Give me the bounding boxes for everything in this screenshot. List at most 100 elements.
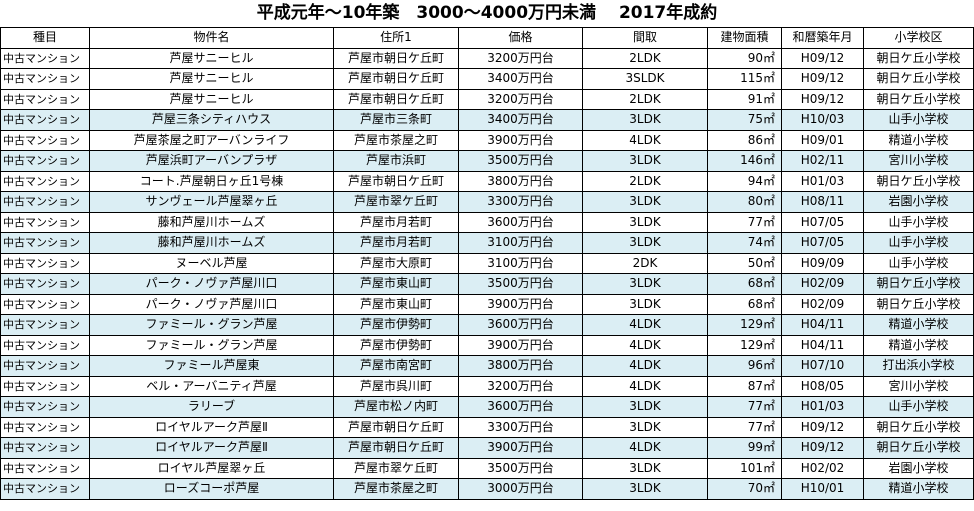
cell-type: 中古マンション	[0, 457, 90, 479]
cell-built: H01/03	[781, 170, 864, 192]
cell-name: 藤和芦屋川ホームズ	[89, 211, 334, 233]
cell-address: 芦屋市翠ケ丘町	[333, 457, 459, 479]
cell-address: 芦屋市朝日ケ丘町	[333, 68, 459, 90]
cell-name: ローズコーポ芦屋	[89, 478, 334, 500]
cell-layout: 2LDK	[582, 47, 708, 69]
cell-type: 中古マンション	[0, 129, 90, 151]
cell-area: 101㎡	[707, 457, 782, 479]
cell-layout: 4LDK	[582, 375, 708, 397]
cell-price: 3500万円台	[458, 150, 583, 172]
listings-table: 種目 物件名 住所1 価格 間取 建物面積 和暦築年月 小学校区 中古マンション…	[0, 27, 974, 500]
cell-area: 75㎡	[707, 109, 782, 131]
cell-address: 芦屋市三条町	[333, 109, 459, 131]
cell-name: 藤和芦屋川ホームズ	[89, 232, 334, 254]
column-header-layout: 間取	[582, 27, 708, 49]
cell-area: 87㎡	[707, 375, 782, 397]
cell-layout: 3LDK	[582, 232, 708, 254]
cell-school: 朝日ケ丘小学校	[863, 68, 974, 90]
cell-layout: 3LDK	[582, 478, 708, 500]
cell-type: 中古マンション	[0, 170, 90, 192]
cell-address: 芦屋市呉川町	[333, 375, 459, 397]
cell-layout: 2DK	[582, 252, 708, 274]
cell-school: 朝日ケ丘小学校	[863, 293, 974, 315]
cell-name: コート.芦屋朝日ヶ丘1号棟	[89, 170, 334, 192]
cell-area: 146㎡	[707, 150, 782, 172]
cell-built: H09/12	[781, 88, 864, 110]
table-row: 中古マンション ヌーベル芦屋 芦屋市大原町 3100万円台 2DK 50㎡ H09/09 山手…	[0, 252, 974, 274]
cell-built: H09/12	[781, 416, 864, 438]
cell-price: 3200万円台	[458, 47, 583, 69]
cell-area: 74㎡	[707, 232, 782, 254]
cell-school: 宮川小学校	[863, 375, 974, 397]
cell-address: 芦屋市茶屋之町	[333, 478, 459, 500]
cell-built: H09/09	[781, 252, 864, 274]
cell-layout: 3LDK	[582, 109, 708, 131]
cell-price: 3500万円台	[458, 273, 583, 295]
cell-school: 山手小学校	[863, 396, 974, 418]
cell-area: 80㎡	[707, 191, 782, 213]
cell-name: ロイヤルアーク芦屋Ⅱ	[89, 437, 334, 459]
column-header-area: 建物面積	[707, 27, 782, 49]
table-row: 中古マンション コート.芦屋朝日ヶ丘1号棟 芦屋市朝日ケ丘町 3800万円台 2LDK 9…	[0, 170, 974, 192]
cell-type: 中古マンション	[0, 314, 90, 336]
cell-price: 3200万円台	[458, 88, 583, 110]
cell-name: ロイヤル芦屋翠ヶ丘	[89, 457, 334, 479]
cell-school: 朝日ケ丘小学校	[863, 170, 974, 192]
cell-type: 中古マンション	[0, 109, 90, 131]
cell-address: 芦屋市伊勢町	[333, 334, 459, 356]
table-row: 中古マンション 芦屋茶屋之町アーバンライフ 芦屋市茶屋之町 3900万円台 4LDK 86…	[0, 129, 974, 151]
table-row: 中古マンション ロイヤルアーク芦屋Ⅱ 芦屋市朝日ケ丘町 3300万円台 3LDK 77㎡ H…	[0, 416, 974, 438]
cell-address: 芦屋市大原町	[333, 252, 459, 274]
cell-price: 3400万円台	[458, 68, 583, 90]
cell-type: 中古マンション	[0, 150, 90, 172]
cell-layout: 2LDK	[582, 88, 708, 110]
cell-layout: 3LDK	[582, 293, 708, 315]
cell-school: 山手小学校	[863, 232, 974, 254]
cell-type: 中古マンション	[0, 232, 90, 254]
cell-built: H09/12	[781, 68, 864, 90]
cell-area: 77㎡	[707, 396, 782, 418]
cell-layout: 3LDK	[582, 191, 708, 213]
cell-layout: 4LDK	[582, 314, 708, 336]
cell-layout: 3LDK	[582, 150, 708, 172]
cell-address: 芦屋市翠ケ丘町	[333, 191, 459, 213]
table-row: 中古マンション ロイヤルアーク芦屋Ⅱ 芦屋市朝日ケ丘町 3900万円台 4LDK 99㎡ H…	[0, 437, 974, 459]
cell-layout: 3SLDK	[582, 68, 708, 90]
table-row: 中古マンション ファミール芦屋東 芦屋市南宮町 3800万円台 4LDK 96㎡ H07/1…	[0, 355, 974, 377]
cell-built: H10/01	[781, 478, 864, 500]
cell-address: 芦屋市朝日ケ丘町	[333, 170, 459, 192]
cell-built: H02/11	[781, 150, 864, 172]
cell-address: 芦屋市朝日ケ丘町	[333, 437, 459, 459]
cell-price: 3800万円台	[458, 170, 583, 192]
cell-layout: 3LDK	[582, 457, 708, 479]
cell-school: 岩園小学校	[863, 191, 974, 213]
cell-built: H08/11	[781, 191, 864, 213]
table-row: 中古マンション ファミール・グラン芦屋 芦屋市伊勢町 3900万円台 4LDK 129㎡ H…	[0, 334, 974, 356]
table-row: 中古マンション ベル・アーバニティ芦屋 芦屋市呉川町 3200万円台 4LDK 87㎡ H0…	[0, 375, 974, 397]
cell-name: ヌーベル芦屋	[89, 252, 334, 274]
cell-name: ファミール・グラン芦屋	[89, 314, 334, 336]
cell-name: 芦屋サニーヒル	[89, 68, 334, 90]
cell-layout: 4LDK	[582, 334, 708, 356]
cell-address: 芦屋市茶屋之町	[333, 129, 459, 151]
cell-name: ラリーブ	[89, 396, 334, 418]
cell-built: H07/10	[781, 355, 864, 377]
cell-area: 68㎡	[707, 293, 782, 315]
cell-name: パーク・ノヴァ芦屋川口	[89, 293, 334, 315]
table-row: 中古マンション ファミール・グラン芦屋 芦屋市伊勢町 3600万円台 4LDK 129㎡ H…	[0, 314, 974, 336]
table-row: 中古マンション ローズコーポ芦屋 芦屋市茶屋之町 3000万円台 3LDK 70㎡ H10/…	[0, 478, 974, 500]
table-row: 中古マンション 藤和芦屋川ホームズ 芦屋市月若町 3100万円台 3LDK 74㎡ H07/…	[0, 232, 974, 254]
cell-area: 129㎡	[707, 334, 782, 356]
cell-price: 3900万円台	[458, 334, 583, 356]
cell-name: サンヴェール芦屋翠ヶ丘	[89, 191, 334, 213]
cell-school: 朝日ケ丘小学校	[863, 273, 974, 295]
cell-built: H07/05	[781, 211, 864, 233]
cell-type: 中古マンション	[0, 211, 90, 233]
table-row: 中古マンション パーク・ノヴァ芦屋川口 芦屋市東山町 3500万円台 3LDK 68㎡ H0…	[0, 273, 974, 295]
cell-built: H09/01	[781, 129, 864, 151]
cell-area: 86㎡	[707, 129, 782, 151]
cell-area: 77㎡	[707, 211, 782, 233]
cell-school: 山手小学校	[863, 109, 974, 131]
cell-price: 3300万円台	[458, 191, 583, 213]
cell-built: H04/11	[781, 334, 864, 356]
